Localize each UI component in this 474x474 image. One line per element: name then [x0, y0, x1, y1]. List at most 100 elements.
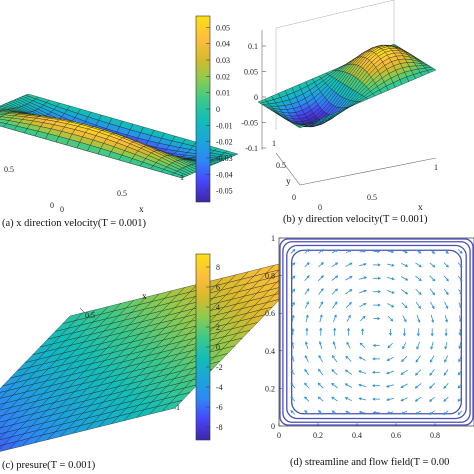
- panel-c-colorbar-tick: 0: [216, 343, 220, 352]
- flow-arrow-head: [391, 290, 395, 294]
- flow-arrow: [290, 396, 296, 402]
- flow-arrow: [331, 383, 338, 389]
- panel-a-xtick: 0.5: [117, 189, 127, 198]
- flow-arrow: [401, 355, 408, 362]
- flow-arrow-head: [414, 398, 418, 402]
- flow-arrow: [458, 355, 462, 362]
- panel-c-caption: (c) presure(T = 0.001): [2, 460, 96, 471]
- flow-arrow-head: [400, 411, 405, 415]
- flow-arrow-head: [345, 410, 349, 414]
- flow-arrow: [290, 383, 296, 389]
- flow-arrow: [400, 383, 408, 388]
- flow-arrow: [457, 249, 463, 254]
- panel-b-axes: [261, 0, 437, 186]
- flow-arrow-head: [291, 341, 295, 345]
- flow-arrow: [318, 410, 324, 415]
- flow-arrow-head: [443, 385, 447, 389]
- flow-arrow: [331, 410, 338, 415]
- flow-arrow: [291, 342, 294, 349]
- flow-arrow-head: [404, 250, 408, 254]
- flow-arrow-head: [304, 382, 308, 386]
- flow-arrow: [443, 249, 449, 254]
- flow-arrow: [358, 370, 367, 374]
- panel-c-colorbar-ticks: 8 6 4 2 0 -2 -4 -6 -8: [206, 263, 223, 432]
- flow-arrow-head: [432, 292, 436, 296]
- flow-arrow: [346, 342, 351, 349]
- flow-arrow: [345, 249, 352, 254]
- flow-arrow-head: [418, 264, 422, 268]
- panel-b-ytick: 0: [292, 193, 296, 202]
- panel-b-ytick: 0.5: [276, 161, 286, 170]
- flow-arrow-head: [344, 369, 348, 373]
- panel-d-ytick: 0.4: [265, 347, 275, 356]
- flow-arrow: [429, 262, 435, 268]
- flow-arrow: [401, 302, 408, 309]
- flow-arrow-head: [319, 314, 323, 318]
- flow-arrow-head: [458, 372, 461, 376]
- flow-arrow: [319, 341, 323, 350]
- panel-d-xtick: 0.2: [313, 431, 323, 440]
- flow-arrow-head: [444, 359, 447, 363]
- flow-arrow-head: [377, 290, 382, 294]
- flow-arrow-head: [391, 263, 395, 267]
- flow-arrow: [443, 410, 449, 415]
- flow-arrow-head: [402, 333, 406, 337]
- panel-a-colorbar-tick: 0.05: [216, 23, 230, 32]
- flow-arrow: [318, 288, 324, 295]
- streamline: [286, 244, 467, 420]
- flow-arrow: [444, 355, 449, 363]
- flow-arrow: [304, 288, 310, 295]
- flow-arrow: [444, 341, 448, 349]
- flow-arrow-head: [459, 250, 463, 254]
- flow-arrow-head: [458, 345, 462, 350]
- panel-d-xtick: 0.6: [391, 431, 401, 440]
- flow-arrow: [415, 249, 422, 254]
- flow-arrow-head: [290, 396, 294, 400]
- flow-arrow: [358, 276, 367, 280]
- flow-arrow: [318, 382, 324, 389]
- flow-arrow: [401, 249, 408, 254]
- flow-arrow: [304, 249, 310, 254]
- panel-b: 0.1 0.05 0 -0.05 -0.1 0 0.5 1 0 0.5 1 x y (b) y di…: [241, 0, 438, 225]
- flow-arrow-head: [459, 305, 462, 309]
- panel-c-colorbar-tick: -2: [216, 363, 223, 372]
- panel-c-colorbar-tick: -6: [216, 403, 223, 412]
- flow-arrow: [331, 396, 338, 402]
- flow-arrow: [386, 370, 395, 374]
- flow-arrow: [318, 249, 324, 254]
- flow-arrow-head: [459, 264, 463, 268]
- flow-arrow: [318, 396, 324, 402]
- panel-a-colorbar-ticks: 0.05 0.04 0.03 0.02 0.01 0 -0.01 -0.02 -0.03 -0.0…: [206, 23, 233, 196]
- streamline: [282, 241, 471, 423]
- flow-arrow: [415, 383, 422, 389]
- flow-arrow-head: [405, 291, 409, 295]
- flow-arrow-head: [390, 250, 395, 254]
- panel-b-ztick: -0.1: [245, 144, 258, 153]
- flow-arrow-head: [377, 263, 381, 267]
- panel-d-arrows: [290, 248, 463, 416]
- flow-arrow: [318, 369, 324, 376]
- panel-b-xlabel: x: [418, 203, 423, 213]
- flow-arrow: [345, 355, 352, 362]
- flow-arrow-head: [400, 372, 404, 375]
- flow-arrow: [304, 410, 310, 415]
- flow-arrow-head: [290, 382, 294, 386]
- panel-c-xlabel: x: [142, 292, 147, 302]
- flow-arrow: [331, 275, 338, 281]
- flow-arrow: [387, 303, 394, 308]
- flow-arrow: [415, 410, 422, 415]
- flow-arrow-head: [417, 319, 421, 323]
- flow-arrow-head: [391, 277, 395, 281]
- flow-arrow-head: [306, 262, 310, 266]
- flow-arrow-head: [290, 410, 294, 414]
- flow-arrow: [345, 276, 353, 281]
- flow-arrow: [291, 315, 294, 322]
- flow-arrow-head: [346, 341, 350, 345]
- flow-arrow-head: [429, 398, 433, 402]
- flow-arrow-head: [404, 305, 408, 309]
- flow-arrow: [318, 301, 323, 309]
- surface-patch: [171, 172, 186, 179]
- streamline: [291, 249, 462, 415]
- flow-arrow: [387, 356, 394, 361]
- flow-arrow-head: [334, 249, 338, 253]
